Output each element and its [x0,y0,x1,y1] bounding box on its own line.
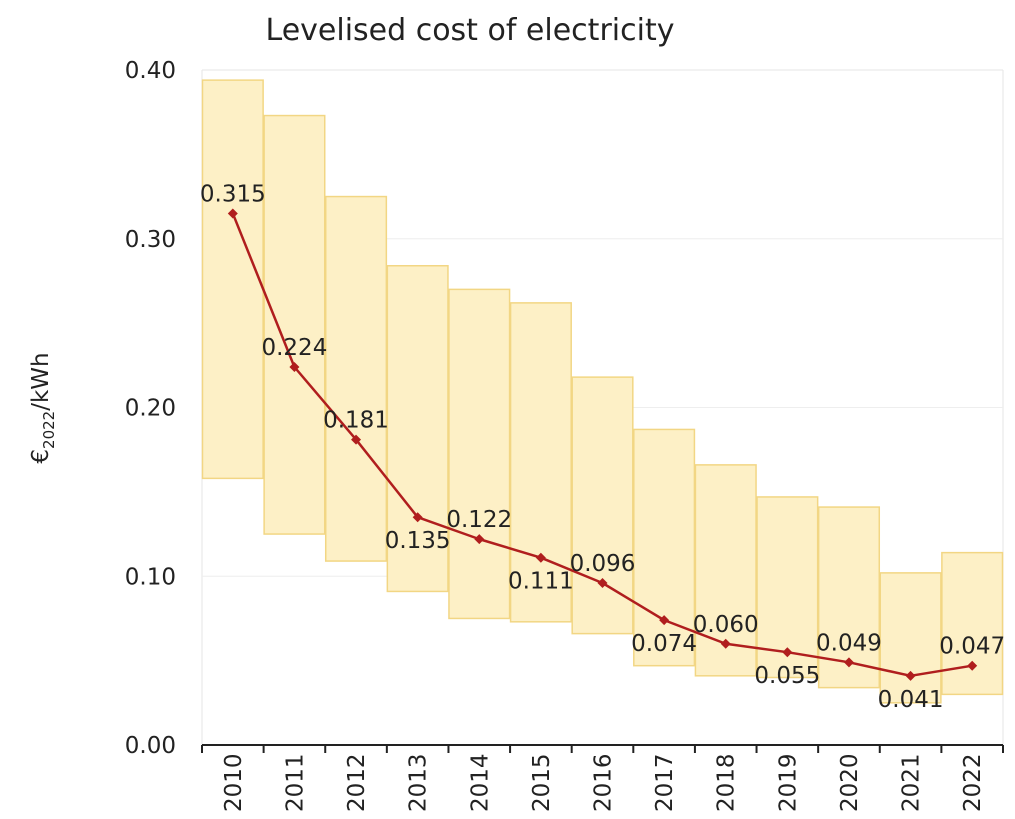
x-tick-label: 2019 [775,753,801,812]
x-tick-label: 2016 [591,753,617,812]
x-tick-label: 2021 [899,753,925,812]
x-tick-label: 2015 [529,753,555,812]
cost-range-boxes [201,79,1004,704]
range-box [448,288,511,620]
lcoe-point [535,552,546,563]
x-tick-label: 2011 [282,753,308,812]
lcoe-line-series [227,208,978,681]
range-box [386,265,449,593]
range-box [263,114,326,535]
data-label: 0.047 [939,634,1005,660]
data-label: 0.074 [631,631,697,657]
lcoe-point [474,534,485,545]
lcoe-point [289,362,300,372]
x-tick-label: 2014 [467,753,493,812]
range-box [509,302,572,623]
range-box [201,79,264,480]
lcoe-point [351,434,362,445]
lcoe-point [720,638,731,649]
data-label: 0.111 [508,569,574,595]
x-tick-label: 2013 [406,753,432,812]
lcoe-point [659,615,670,626]
data-label: 0.049 [816,630,882,656]
lcoe-point [905,670,916,681]
data-label: 0.224 [261,335,327,361]
lcoe-point [227,208,238,219]
y-tick-label: 0.20 [125,396,176,422]
range-box [571,376,634,635]
lcoe-point [412,512,423,523]
x-tick-label: 2010 [221,753,247,812]
data-label: 0.055 [754,663,820,689]
data-label: 0.096 [570,551,636,577]
x-tick-label: 2017 [652,753,678,812]
lcoe-point [597,578,608,588]
x-tick-label: 2012 [344,753,370,812]
data-label: 0.135 [385,528,451,554]
lcoe-point [843,657,854,668]
range-box [879,572,942,704]
y-tick-label: 0.30 [125,227,176,253]
data-label: 0.041 [878,687,944,713]
data-label: 0.181 [323,408,389,434]
lcoe-point [967,660,978,671]
chart-title: Levelised cost of electricity [266,13,675,48]
x-axis-ticks: 2010 2011 2012 2013 2014 2015 2016 2017 2018 2019… [201,745,1004,812]
x-tick-label: 2018 [714,753,740,812]
y-tick-label: 0.00 [125,733,176,759]
y-axis-label: €2022/kWh [28,352,58,463]
range-box [324,195,388,562]
range-box [941,551,1004,696]
data-label: 0.122 [446,507,512,533]
range-box [633,428,696,667]
y-axis-ticks: 0.00 0.10 0.20 0.30 0.40 [125,58,176,759]
y-tick-label: 0.40 [125,58,176,84]
x-tick-label: 2022 [960,753,986,812]
lcoe-point [782,647,793,658]
x-tick-label: 2020 [837,753,863,812]
data-label: 0.315 [200,181,266,207]
y-tick-label: 0.10 [125,564,176,590]
data-label: 0.060 [693,612,759,638]
